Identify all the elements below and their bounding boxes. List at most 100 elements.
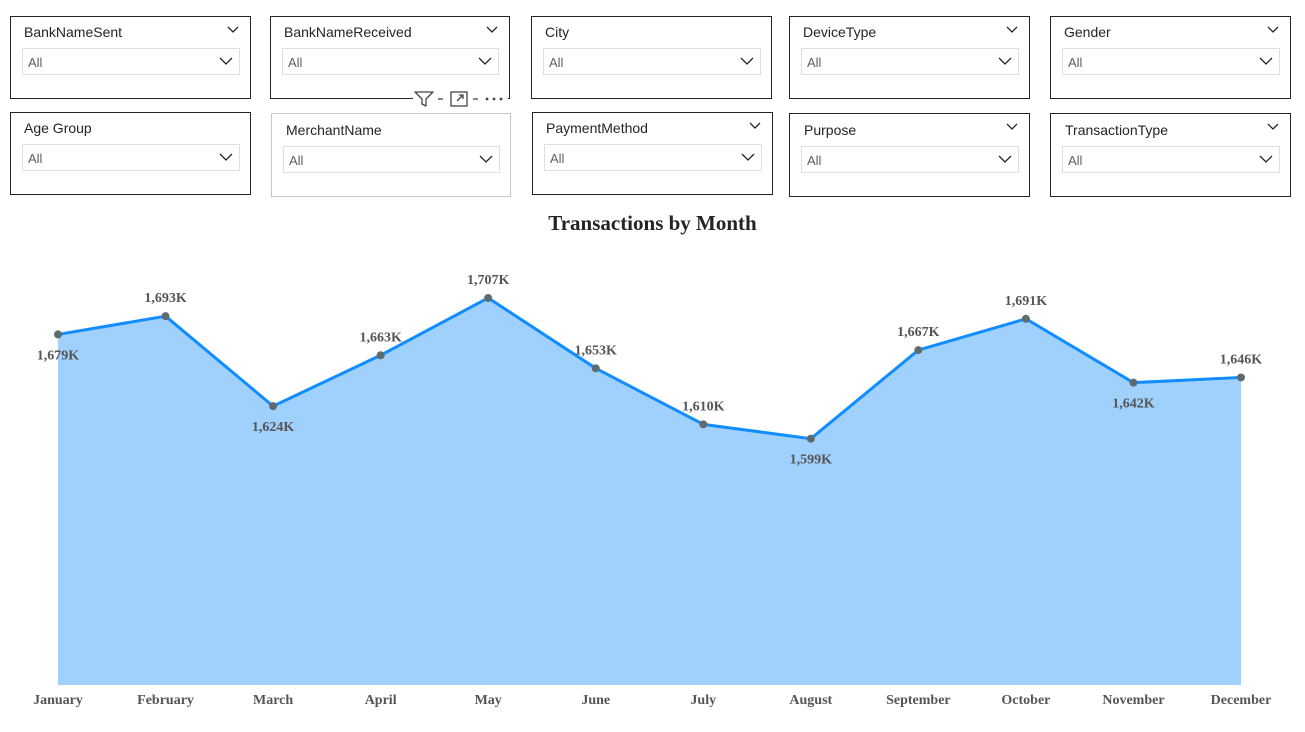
- data-label: 1,610K: [682, 399, 725, 414]
- chevron-down-icon: [479, 155, 493, 163]
- slicer-payment-method[interactable]: PaymentMethod All: [532, 112, 773, 195]
- data-point-marker[interactable]: [591, 364, 600, 373]
- slicer-selected-value: All: [807, 153, 822, 168]
- slicer-dropdown[interactable]: All: [1062, 48, 1280, 75]
- slicer-title: Age Group: [24, 120, 92, 136]
- data-point-marker[interactable]: [914, 346, 923, 355]
- slicer-selected-value: All: [1068, 55, 1083, 70]
- chart-data-label-layer: 1,679K 1,693K 1,624K 1,663K 1,707K 1,653K 1,61…: [37, 273, 1263, 468]
- slicer-dropdown[interactable]: All: [282, 48, 499, 75]
- chevron-down-icon: [219, 153, 233, 161]
- x-tick-label: November: [1102, 693, 1164, 708]
- slicer-bank-name-received[interactable]: BankNameReceived All: [270, 16, 510, 99]
- x-tick-label: October: [1001, 693, 1050, 708]
- chevron-down-icon: [219, 57, 233, 65]
- slicer-dropdown[interactable]: All: [22, 48, 240, 75]
- x-tick-label: August: [789, 693, 832, 708]
- chart-plot-area: [58, 297, 1241, 685]
- slicer-bank-name-sent[interactable]: BankNameSent All: [10, 16, 251, 99]
- slicer-title: BankNameSent: [24, 24, 123, 40]
- slicer-device-type[interactable]: DeviceType All: [789, 16, 1030, 99]
- slicer-purpose[interactable]: Purpose All: [789, 113, 1030, 197]
- data-label: 1,679K: [37, 348, 80, 363]
- chevron-down-icon: [998, 57, 1012, 65]
- data-point-marker[interactable]: [376, 351, 385, 360]
- data-label: 1,599K: [790, 453, 833, 468]
- slicer-selected-value: All: [28, 55, 43, 70]
- data-point-marker[interactable]: [1129, 378, 1138, 387]
- slicer-age-group[interactable]: Age Group All: [10, 112, 251, 195]
- x-tick-label: January: [33, 693, 83, 708]
- data-label: 1,653K: [575, 343, 618, 358]
- slicer-title: Purpose: [804, 122, 857, 138]
- chevron-down-icon[interactable]: [749, 122, 761, 130]
- data-point-marker[interactable]: [1021, 314, 1030, 323]
- chevron-down-icon[interactable]: [486, 26, 498, 34]
- filter-icon[interactable]: [413, 90, 435, 108]
- slicer-title: Gender: [1064, 24, 1111, 40]
- separator-dash-icon: [438, 98, 443, 100]
- chart-line-layer: [57, 296, 1242, 441]
- slicer-title: DeviceType: [803, 24, 877, 40]
- x-tick-label: February: [137, 693, 194, 708]
- data-point-marker[interactable]: [269, 402, 278, 411]
- slicer-city[interactable]: City All: [531, 16, 772, 99]
- chevron-down-icon: [740, 57, 754, 65]
- series-line: [57, 296, 1242, 441]
- slicer-dropdown[interactable]: All: [1062, 146, 1280, 173]
- slicer-dropdown[interactable]: All: [283, 146, 500, 173]
- slicer-gender[interactable]: Gender All: [1050, 16, 1291, 99]
- chevron-down-icon[interactable]: [1006, 26, 1018, 34]
- data-point-marker[interactable]: [699, 420, 708, 429]
- data-label: 1,642K: [1112, 397, 1155, 412]
- data-point-marker[interactable]: [484, 293, 493, 302]
- slicer-transaction-type[interactable]: TransactionType All: [1050, 113, 1291, 197]
- slicer-selected-value: All: [288, 55, 303, 70]
- slicer-selected-value: All: [1068, 153, 1083, 168]
- chart-marker-layer: [54, 293, 1245, 443]
- slicer-dropdown[interactable]: All: [801, 146, 1019, 173]
- slicer-dropdown[interactable]: All: [543, 48, 761, 75]
- slicer-title: MerchantName: [286, 122, 382, 138]
- data-label: 1,646K: [1220, 352, 1263, 367]
- chevron-down-icon[interactable]: [1267, 26, 1279, 34]
- slicer-merchant-name[interactable]: MerchantName All: [271, 113, 511, 197]
- x-tick-label: September: [886, 693, 951, 708]
- data-label: 1,693K: [144, 291, 187, 306]
- slicer-dropdown[interactable]: All: [801, 48, 1019, 75]
- data-point-marker[interactable]: [54, 330, 62, 339]
- slicer-title: City: [545, 24, 570, 40]
- slicer-selected-value: All: [549, 55, 564, 70]
- data-label: 1,707K: [467, 273, 510, 288]
- more-options-icon[interactable]: [483, 90, 507, 108]
- chevron-down-icon: [1259, 57, 1273, 65]
- data-label: 1,663K: [359, 330, 402, 345]
- data-point-marker[interactable]: [1237, 373, 1245, 382]
- x-tick-label: June: [581, 693, 610, 708]
- slicer-selected-value: All: [550, 151, 565, 166]
- slicer-dropdown[interactable]: All: [544, 144, 762, 171]
- chevron-down-icon: [1259, 155, 1273, 163]
- slicer-title: TransactionType: [1065, 122, 1168, 138]
- separator-dash-icon: [473, 98, 478, 100]
- data-label: 1,624K: [252, 420, 295, 435]
- visual-header-toolbar: [413, 90, 508, 108]
- data-label: 1,691K: [1005, 294, 1048, 309]
- x-tick-label: March: [253, 693, 293, 708]
- slicer-selected-value: All: [289, 153, 304, 168]
- data-point-marker[interactable]: [806, 434, 815, 443]
- slicer-title: PaymentMethod: [546, 120, 648, 136]
- slicer-selected-value: All: [28, 151, 43, 166]
- chart-x-axis: January February March April May June July Augu…: [33, 693, 1271, 708]
- slicer-selected-value: All: [807, 55, 822, 70]
- chevron-down-icon[interactable]: [227, 26, 239, 34]
- slicer-dropdown[interactable]: All: [22, 144, 240, 171]
- chevron-down-icon: [741, 153, 755, 161]
- x-tick-label: May: [475, 693, 502, 708]
- area-fill: [58, 297, 1241, 685]
- chevron-down-icon[interactable]: [1267, 123, 1279, 131]
- data-point-marker[interactable]: [161, 312, 170, 321]
- focus-mode-icon[interactable]: [448, 90, 470, 108]
- chevron-down-icon[interactable]: [1006, 123, 1018, 131]
